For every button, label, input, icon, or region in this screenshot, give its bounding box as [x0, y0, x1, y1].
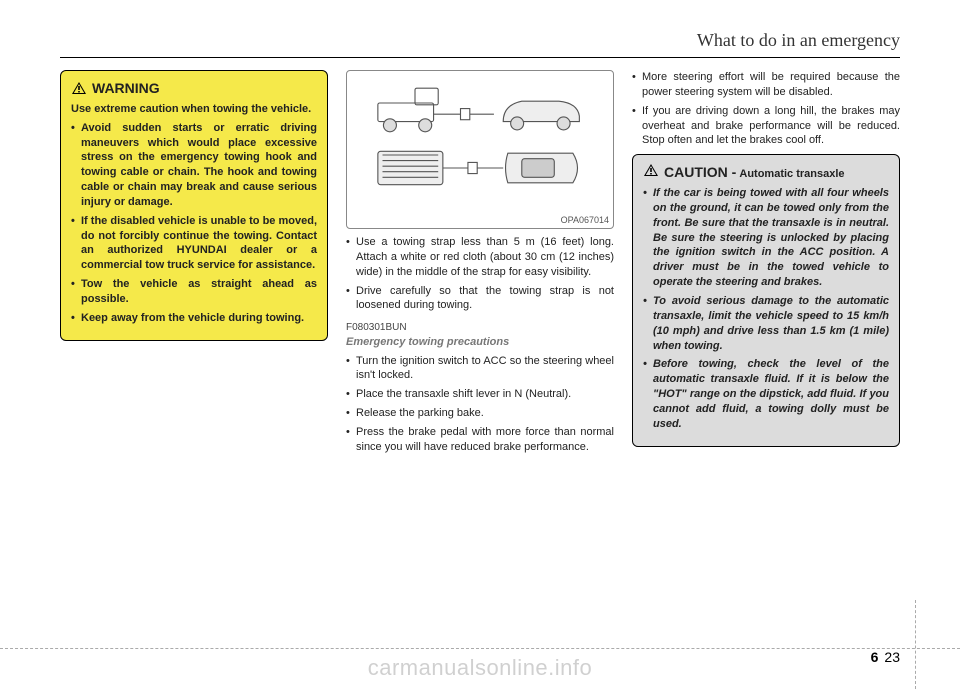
- towing-svg: [351, 77, 609, 207]
- col3-item: If you are driving down a long hill, the…: [632, 104, 900, 149]
- header-title: What to do in an emergency: [697, 30, 900, 50]
- precaution-item: Press the brake pedal with more force th…: [346, 425, 614, 455]
- illustration-label: OPA067014: [351, 214, 609, 226]
- warning-intro: Use extreme caution when towing the vehi…: [71, 102, 317, 117]
- towing-illustration: OPA067014: [346, 70, 614, 229]
- precaution-item: Release the parking bake.: [346, 406, 614, 421]
- column-1: WARNING Use extreme caution when towing …: [60, 70, 328, 459]
- warning-item: Tow the vehicle as straight ahead as pos…: [71, 277, 317, 307]
- header-rule: [60, 57, 900, 58]
- page-number: 6 23: [871, 649, 900, 665]
- page-header: What to do in an emergency: [60, 30, 900, 51]
- warning-triangle-icon: [71, 81, 87, 95]
- warning-item: If the disabled vehicle is unable to be …: [71, 214, 317, 273]
- col3-item: More steering effort will be required be…: [632, 70, 900, 100]
- watermark: carmanualsonline.info: [368, 655, 593, 681]
- caution-item: To avoid serious damage to the automatic…: [643, 294, 889, 353]
- page-num-value: 23: [884, 649, 900, 665]
- caution-label: CAUTION -: [664, 164, 736, 180]
- caution-head: CAUTION - Automatic transaxle: [643, 163, 889, 182]
- warning-list: Avoid sudden starts or erratic driving m…: [71, 121, 317, 326]
- section-code: F080301BUN: [346, 321, 614, 335]
- content-columns: WARNING Use extreme caution when towing …: [60, 70, 900, 459]
- precaution-item: Turn the ignition switch to ACC so the s…: [346, 354, 614, 384]
- warning-label: WARNING: [92, 79, 160, 98]
- warning-body: Use extreme caution when towing the vehi…: [71, 102, 317, 326]
- caution-sub: Automatic transaxle: [739, 168, 844, 180]
- warning-head: WARNING: [71, 79, 317, 98]
- col2-item: Use a towing strap less than 5 m (16 fee…: [346, 235, 614, 280]
- warning-item: Keep away from the vehicle during towing…: [71, 311, 317, 326]
- section-title: Emergency towing precautions: [346, 335, 614, 350]
- precaution-item: Place the transaxle shift lever in N (Ne…: [346, 387, 614, 402]
- warning-item: Avoid sudden starts or erratic driving m…: [71, 121, 317, 210]
- cut-line-h: [0, 648, 960, 649]
- caution-list: If the car is being towed with all four …: [643, 186, 889, 432]
- caution-triangle-icon: [643, 163, 659, 177]
- manual-page: What to do in an emergency WARNING Use e…: [0, 0, 960, 689]
- caution-title-wrap: CAUTION - Automatic transaxle: [664, 163, 845, 182]
- caution-box: CAUTION - Automatic transaxle If the car…: [632, 154, 900, 446]
- precautions-list: Turn the ignition switch to ACC so the s…: [346, 354, 614, 455]
- cut-line-v: [915, 600, 916, 689]
- warning-box: WARNING Use extreme caution when towing …: [60, 70, 328, 341]
- caution-item: Before towing, check the level of the au…: [643, 357, 889, 431]
- col2-item: Drive carefully so that the towing strap…: [346, 284, 614, 314]
- chapter-num: 6: [871, 649, 879, 665]
- column-3: More steering effort will be required be…: [632, 70, 900, 459]
- caution-body: If the car is being towed with all four …: [643, 186, 889, 432]
- col3-top-list: More steering effort will be required be…: [632, 70, 900, 148]
- caution-item: If the car is being towed with all four …: [643, 186, 889, 290]
- col2-list: Use a towing strap less than 5 m (16 fee…: [346, 235, 614, 313]
- column-2: OPA067014 Use a towing strap less than 5…: [346, 70, 614, 459]
